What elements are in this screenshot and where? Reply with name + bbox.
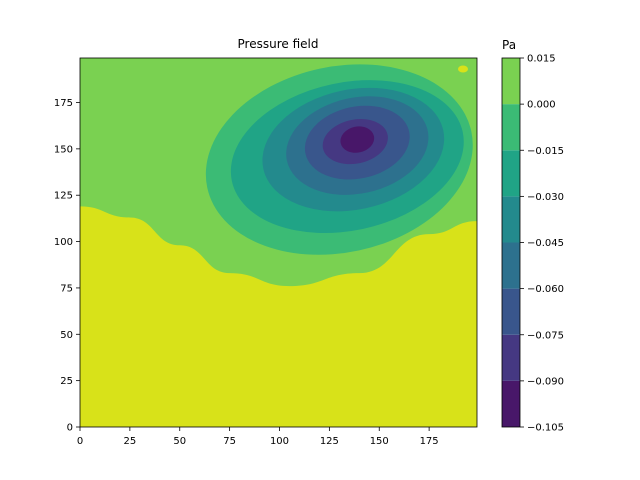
colorbar-tick-label: 0.000 xyxy=(527,100,556,111)
x-tick-label: 0 xyxy=(77,436,83,447)
x-axis: 0 25 50 75 100 125 150 175 xyxy=(77,427,439,447)
y-tick-label: 175 xyxy=(54,98,73,109)
colorbar-tick-label: 0.015 xyxy=(527,54,556,65)
colorbar-tick-label: −0.105 xyxy=(527,423,564,434)
colorbar-tick-label: −0.015 xyxy=(527,146,564,157)
colorbar-segment xyxy=(502,380,520,427)
colorbar-segment xyxy=(502,196,520,243)
plot-area xyxy=(80,58,477,427)
x-tick-label: 100 xyxy=(270,436,289,447)
contour-bands xyxy=(205,64,473,255)
x-tick-label: 175 xyxy=(420,436,439,447)
y-axis: 0 25 50 75 100 125 150 175 xyxy=(54,98,80,434)
colorbar-tick-label: −0.060 xyxy=(527,284,564,295)
y-tick-label: 150 xyxy=(54,144,73,155)
band-positive-lower xyxy=(80,206,477,427)
colorbar-tick-label: −0.045 xyxy=(527,238,564,249)
positive-spot xyxy=(458,65,468,73)
x-tick-label: 125 xyxy=(320,436,339,447)
y-tick-label: 100 xyxy=(54,237,73,248)
colorbar-tick-label: −0.075 xyxy=(527,330,564,341)
chart-title: Pressure field xyxy=(238,37,319,51)
y-tick-label: 0 xyxy=(67,423,73,434)
colorbar-label: Pa xyxy=(502,38,516,52)
y-tick-label: 125 xyxy=(54,191,73,202)
y-tick-label: 25 xyxy=(60,376,73,387)
band-min-core xyxy=(340,126,375,153)
colorbar-tick-label: −0.030 xyxy=(527,192,564,203)
colorbar-segment xyxy=(502,242,520,289)
colorbar-segment xyxy=(502,288,520,335)
y-tick-label: 50 xyxy=(60,330,73,341)
colorbar-segment xyxy=(502,150,520,197)
y-tick-label: 75 xyxy=(60,283,73,294)
x-tick-label: 75 xyxy=(223,436,236,447)
colorbar: 0.015 0.000 −0.015 −0.030 −0.045 −0.060 −0.075… xyxy=(501,54,564,434)
x-tick-label: 25 xyxy=(124,436,137,447)
colorbar-segment xyxy=(502,58,520,105)
x-tick-label: 50 xyxy=(173,436,186,447)
x-tick-label: 150 xyxy=(370,436,389,447)
colorbar-segment xyxy=(502,104,520,151)
colorbar-segment xyxy=(502,334,520,381)
plot-frame xyxy=(79,57,478,428)
colorbar-tick-label: −0.090 xyxy=(527,376,564,387)
